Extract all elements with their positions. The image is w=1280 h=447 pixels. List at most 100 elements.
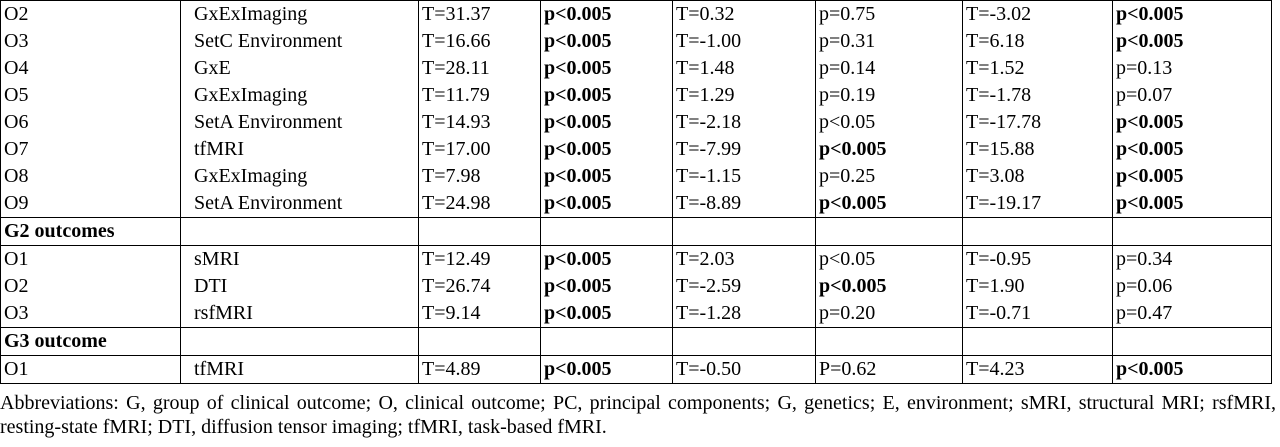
cell: p<0.005	[540, 245, 673, 273]
cell: p<0.005	[815, 273, 963, 300]
cell: T=-17.78	[962, 109, 1113, 136]
heading-row: G3 outcome	[0, 327, 1272, 356]
cell: T=-1.78	[962, 82, 1113, 109]
row-group: O1 tfMRI T=4.89 p<0.005 T=-0.50 P=0.62 T=4.23 p…	[0, 355, 1272, 384]
cell	[1112, 217, 1272, 246]
cell: T=-0.71	[962, 300, 1113, 328]
cell: O8	[0, 163, 181, 190]
cell: sMRI	[180, 245, 419, 273]
cell: O3	[0, 300, 181, 328]
cell: T=4.89	[418, 355, 541, 384]
row-group: O2 GxExImaging T=31.37 p<0.005 T=0.32 p=0.75 T…	[0, 0, 1272, 218]
cell: T=-1.00	[672, 28, 816, 55]
cell: p=0.07	[1112, 82, 1272, 109]
row: O6 SetA Environment T=14.93 p<0.005 T=-2.18 p…	[0, 109, 1272, 136]
cell: T=15.88	[962, 136, 1113, 163]
cell: p<0.005	[540, 355, 673, 384]
cell	[962, 217, 1113, 246]
cell: p<0.005	[1112, 0, 1272, 28]
cell: T=-2.59	[672, 273, 816, 300]
cell: p<0.005	[540, 109, 673, 136]
cell: T=-0.95	[962, 245, 1113, 273]
cell: T=6.18	[962, 28, 1113, 55]
cell: p<0.005	[540, 55, 673, 82]
cell: p=0.34	[1112, 245, 1272, 273]
cell: T=-1.28	[672, 300, 816, 328]
cell: O2	[0, 273, 181, 300]
cell: T=-3.02	[962, 0, 1113, 28]
cell	[1112, 327, 1272, 356]
cell: p<0.05	[815, 245, 963, 273]
cell: T=12.49	[418, 245, 541, 273]
cell: DTI	[180, 273, 419, 300]
cell: T=1.90	[962, 273, 1113, 300]
cell: p=0.31	[815, 28, 963, 55]
row: O9 SetA Environment T=24.98 p<0.005 T=-8.89 p…	[0, 190, 1272, 218]
heading-row-group: G3 outcome	[0, 327, 1272, 356]
cell: SetC Environment	[180, 28, 419, 55]
cell: T=16.66	[418, 28, 541, 55]
cell: SetA Environment	[180, 109, 419, 136]
row: O8 GxExImaging T=7.98 p<0.005 T=-1.15 p=0.25 T…	[0, 163, 1272, 190]
cell	[180, 217, 419, 246]
cell	[180, 327, 419, 356]
cell: T=-19.17	[962, 190, 1113, 218]
row: O1 sMRI T=12.49 p<0.005 T=2.03 p<0.05 T=-0.95 p…	[0, 245, 1272, 273]
cell: SetA Environment	[180, 190, 419, 218]
row: O2 GxExImaging T=31.37 p<0.005 T=0.32 p=0.75 T…	[0, 0, 1272, 28]
row: O3 rsfMRI T=9.14 p<0.005 T=-1.28 p=0.20 T=-0.7…	[0, 300, 1272, 328]
cell: O6	[0, 109, 181, 136]
heading-row: G2 outcomes	[0, 217, 1272, 246]
cell: p<0.005	[540, 28, 673, 55]
cell: tfMRI	[180, 355, 419, 384]
row-group: O1 sMRI T=12.49 p<0.005 T=2.03 p<0.05 T=-0.95 p…	[0, 245, 1272, 328]
cell: p<0.005	[540, 273, 673, 300]
cell: T=14.93	[418, 109, 541, 136]
cell: p<0.005	[540, 136, 673, 163]
cell: O3	[0, 28, 181, 55]
row: O2 DTI T=26.74 p<0.005 T=-2.59 p<0.005 T=1.90 p…	[0, 273, 1272, 300]
cell: O1	[0, 355, 181, 384]
cell: T=4.23	[962, 355, 1113, 384]
cell: p=0.75	[815, 0, 963, 28]
results-table: O2 GxExImaging T=31.37 p<0.005 T=0.32 p=0.75 T…	[0, 0, 1272, 384]
cell: O5	[0, 82, 181, 109]
cell: p<0.005	[1112, 28, 1272, 55]
footnote: Abbreviations: G, group of clinical outc…	[0, 392, 1276, 438]
cell	[540, 327, 673, 356]
cell: T=-8.89	[672, 190, 816, 218]
cell: T=-7.99	[672, 136, 816, 163]
cell	[540, 217, 673, 246]
cell: T=26.74	[418, 273, 541, 300]
cell: p<0.005	[540, 190, 673, 218]
heading-row-group: G2 outcomes	[0, 217, 1272, 246]
cell: T=7.98	[418, 163, 541, 190]
cell: p<0.005	[1112, 109, 1272, 136]
cell: p<0.005	[1112, 355, 1272, 384]
cell: p<0.005	[540, 163, 673, 190]
row: O5 GxExImaging T=11.79 p<0.005 T=1.29 p=0.19 T…	[0, 82, 1272, 109]
cell: T=9.14	[418, 300, 541, 328]
cell: p=0.14	[815, 55, 963, 82]
cell	[672, 327, 816, 356]
row: O4 GxE T=28.11 p<0.005 T=1.48 p=0.14 T=1.52 p=0…	[0, 55, 1272, 82]
cell: rsfMRI	[180, 300, 419, 328]
cell: GxExImaging	[180, 163, 419, 190]
cell: GxExImaging	[180, 82, 419, 109]
cell: T=0.32	[672, 0, 816, 28]
cell: p<0.005	[1112, 190, 1272, 218]
cell: p=0.19	[815, 82, 963, 109]
cell: T=-1.15	[672, 163, 816, 190]
cell: G3 outcome	[0, 327, 181, 356]
cell: T=24.98	[418, 190, 541, 218]
cell: p<0.005	[815, 190, 963, 218]
cell: T=11.79	[418, 82, 541, 109]
cell	[672, 217, 816, 246]
cell: O1	[0, 245, 181, 273]
cell: O2	[0, 0, 181, 28]
cell: T=28.11	[418, 55, 541, 82]
cell: p<0.005	[540, 82, 673, 109]
cell: T=-2.18	[672, 109, 816, 136]
cell: p<0.005	[540, 0, 673, 28]
